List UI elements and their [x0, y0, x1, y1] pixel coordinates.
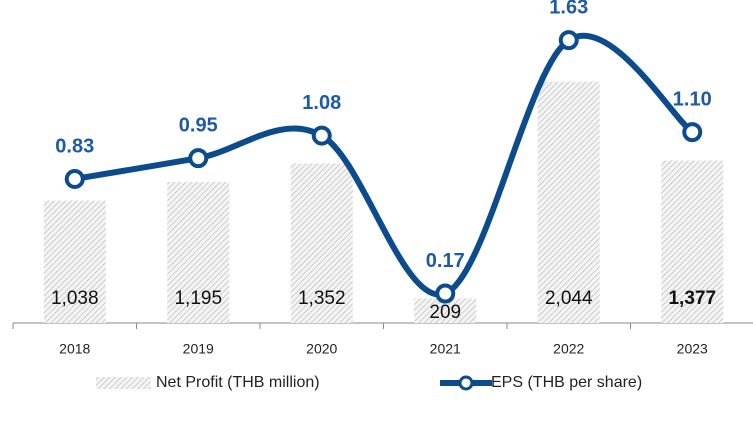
legend-marker: [458, 375, 474, 391]
bar-value-label: 1,195: [174, 288, 222, 309]
eps-value-label: 0.83: [55, 135, 94, 157]
eps-marker: [188, 148, 209, 169]
eps-value-label: 1.10: [673, 88, 712, 110]
eps-value-label: 1.08: [302, 92, 341, 114]
x-tick-label: 2019: [183, 341, 214, 357]
eps-value-label: 0.17: [426, 250, 465, 272]
bar: [43, 200, 106, 323]
bar-value-label: 2,044: [545, 288, 593, 309]
bar-value-label: 1,377: [668, 288, 716, 309]
eps-marker: [682, 122, 703, 143]
bar: [661, 160, 724, 323]
eps-value-label: 1.63: [549, 0, 588, 18]
bar-value-label: 1,352: [298, 288, 346, 309]
eps-value-label: 0.95: [179, 114, 218, 136]
x-tick-label: 2022: [553, 341, 584, 357]
x-tick-label: 2021: [430, 341, 461, 357]
eps-marker: [558, 30, 579, 51]
legend-label: EPS (THB per share): [491, 374, 642, 391]
eps-marker: [64, 168, 85, 189]
bar-value-label: 1,038: [51, 288, 99, 309]
eps-marker: [435, 283, 456, 304]
legend-label: Net Profit (THB million): [156, 374, 320, 391]
x-tick-label: 2018: [59, 341, 90, 357]
bar-value-label: 209: [429, 302, 461, 323]
x-tick-label: 2020: [306, 341, 337, 357]
eps-marker: [311, 125, 332, 146]
bar: [167, 181, 230, 323]
bar: [537, 81, 600, 323]
legend-swatch: [96, 377, 151, 389]
bar: [290, 163, 353, 323]
x-tick-label: 2023: [677, 341, 708, 357]
